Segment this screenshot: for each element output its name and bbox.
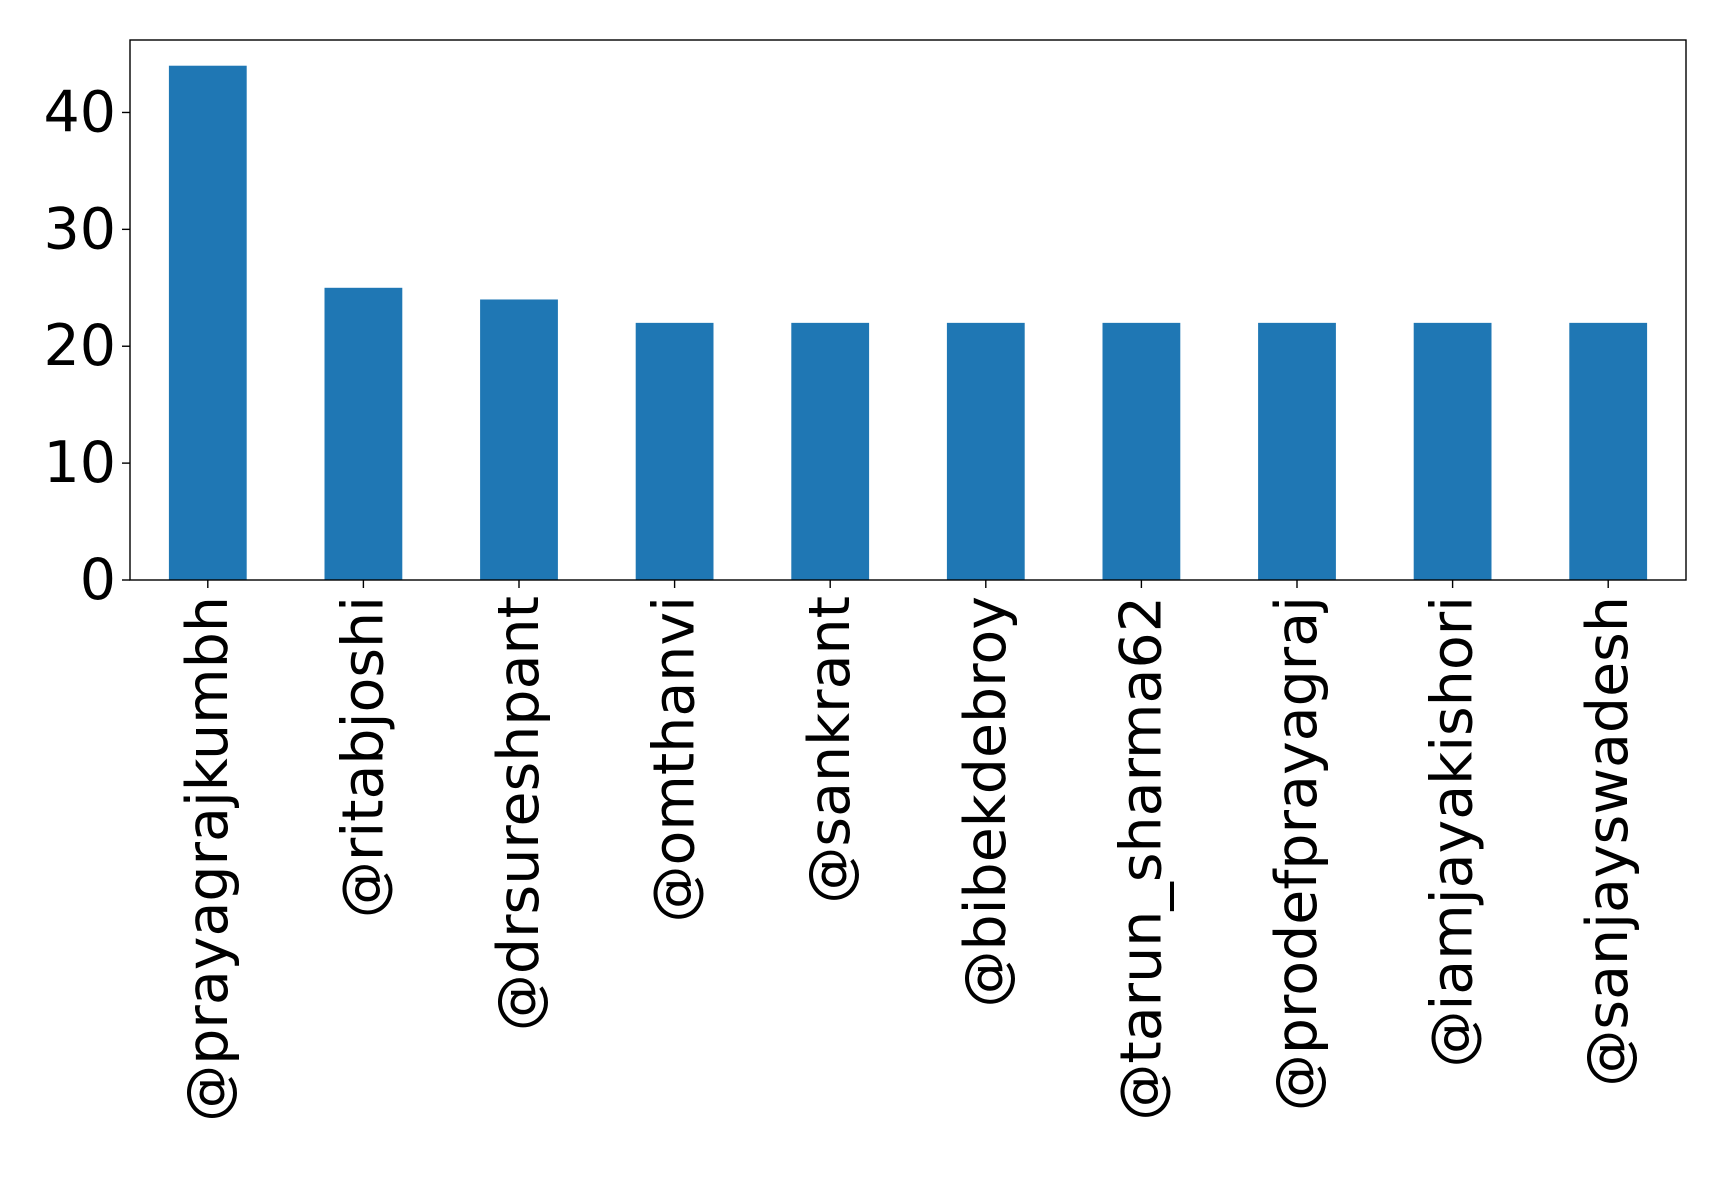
y-tick-label: 20 (43, 313, 116, 379)
x-tick-label: @sankrant (797, 596, 863, 904)
bar-tarun-sharma62 (1102, 322, 1181, 580)
bar-prodefprayagraj (1258, 322, 1336, 580)
y-axis: 0 10 20 30 40 (43, 79, 130, 613)
plot-frame (129, 39, 1687, 581)
y-tick-label: 30 (43, 196, 116, 262)
bars-layer (168, 65, 1648, 580)
x-tick-label: @omthanvi (642, 596, 708, 923)
bar-drsureshpant (480, 299, 558, 580)
x-tick-label: @bibekdebroy (953, 596, 1019, 1008)
x-tick-label: @drsureshpant (486, 596, 552, 1031)
bar-iamjayakishori (1413, 322, 1492, 580)
x-tick-label: @iamjayakishori (1420, 596, 1486, 1068)
x-axis: @prayagrajkumbh @ritabjoshi @drsureshpant @… (175, 580, 1641, 1122)
x-tick-label: @tarun_sharma62 (1108, 596, 1174, 1121)
bar-bibekdebroy (946, 322, 1025, 580)
y-tick-label: 0 (80, 547, 116, 613)
x-tick-label: @prayagrajkumbh (175, 596, 241, 1122)
bar-ritabjoshi (324, 287, 403, 580)
x-tick-label: @prodefprayagraj (1264, 596, 1330, 1111)
y-tick-label: 10 (43, 430, 116, 496)
x-tick-label: @ritabjoshi (330, 596, 396, 918)
bar-omthanvi (635, 322, 714, 580)
bar-sankrant (791, 322, 870, 580)
bar-prayagrajkumbh (168, 65, 247, 580)
y-tick-label: 40 (43, 79, 116, 145)
x-tick-label: @sanjayswadesh (1575, 596, 1641, 1087)
bar-sanjayswadesh (1569, 322, 1648, 580)
